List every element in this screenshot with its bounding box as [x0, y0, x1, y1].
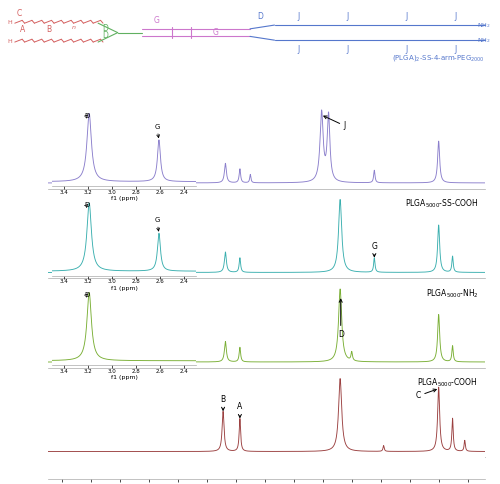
Text: G: G: [213, 28, 218, 37]
Text: D: D: [338, 299, 344, 339]
Text: J: J: [298, 12, 300, 21]
Text: J: J: [454, 45, 457, 54]
Text: A: A: [20, 25, 25, 34]
Text: D: D: [102, 31, 108, 40]
Text: B: B: [46, 25, 52, 34]
Text: NH$_2$: NH$_2$: [476, 36, 490, 45]
Text: J: J: [406, 45, 408, 54]
Text: C: C: [416, 389, 436, 400]
Text: J: J: [347, 45, 349, 54]
Text: J: J: [298, 45, 300, 54]
Text: J: J: [454, 12, 457, 21]
Text: PLGA$_{5000}$-COOH: PLGA$_{5000}$-COOH: [418, 377, 478, 389]
Text: PLGA$_{5000}$-NH$_2$: PLGA$_{5000}$-NH$_2$: [426, 287, 478, 300]
Text: J: J: [406, 12, 408, 21]
Text: D: D: [257, 12, 262, 21]
Text: G: G: [154, 16, 160, 25]
Text: H: H: [8, 20, 12, 25]
Text: NH$_2$: NH$_2$: [476, 21, 490, 30]
Text: A: A: [238, 402, 242, 418]
Text: C: C: [17, 9, 22, 17]
Text: G: G: [372, 242, 378, 257]
Text: J: J: [324, 116, 346, 130]
Text: PLGA$_{5000}$-SS-COOH: PLGA$_{5000}$-SS-COOH: [405, 197, 478, 210]
Text: H: H: [8, 39, 12, 44]
Text: D: D: [102, 24, 108, 33]
Text: J: J: [347, 12, 349, 21]
Text: n: n: [72, 25, 76, 30]
Text: B: B: [220, 395, 226, 410]
Text: (PLGA)$_2$-SS-4-arm-PEG$_{2000}$: (PLGA)$_2$-SS-4-arm-PEG$_{2000}$: [392, 53, 485, 63]
